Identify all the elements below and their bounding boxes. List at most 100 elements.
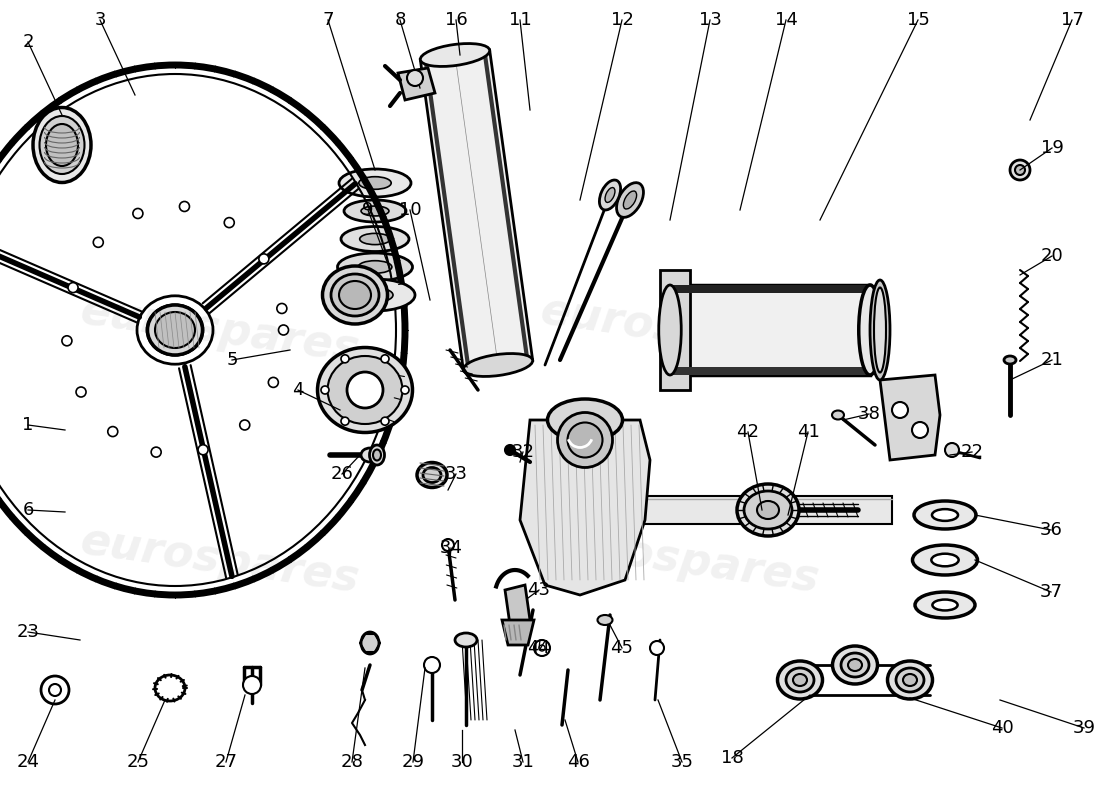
Text: 25: 25 (126, 753, 150, 771)
Circle shape (402, 386, 409, 394)
Ellipse shape (373, 450, 381, 461)
Text: 8: 8 (394, 11, 406, 29)
Circle shape (505, 445, 515, 455)
Circle shape (1015, 165, 1025, 175)
Text: 29: 29 (402, 753, 425, 771)
Text: eurospares: eurospares (538, 519, 823, 601)
Polygon shape (660, 270, 690, 390)
Ellipse shape (420, 43, 490, 66)
Text: 10: 10 (398, 201, 421, 219)
Ellipse shape (155, 675, 185, 701)
Ellipse shape (859, 285, 881, 375)
Text: eurospares: eurospares (78, 289, 362, 371)
Ellipse shape (786, 668, 814, 692)
Ellipse shape (463, 354, 532, 377)
Text: 5: 5 (227, 351, 238, 369)
Ellipse shape (933, 599, 958, 610)
Text: 41: 41 (796, 423, 820, 441)
Ellipse shape (46, 124, 78, 166)
Ellipse shape (870, 280, 890, 380)
Text: 33: 33 (444, 465, 468, 483)
Ellipse shape (361, 206, 389, 216)
Ellipse shape (832, 410, 844, 419)
Polygon shape (420, 50, 532, 370)
Circle shape (321, 386, 329, 394)
Ellipse shape (336, 279, 415, 311)
Text: 7: 7 (322, 11, 333, 29)
Ellipse shape (568, 422, 603, 458)
Circle shape (179, 202, 189, 211)
Text: 31: 31 (512, 753, 535, 771)
Circle shape (62, 336, 72, 346)
Text: 18: 18 (720, 749, 744, 767)
Circle shape (442, 539, 454, 551)
Ellipse shape (155, 312, 195, 348)
Text: 28: 28 (341, 753, 363, 771)
Circle shape (76, 387, 86, 397)
Ellipse shape (842, 653, 869, 677)
Text: 38: 38 (858, 405, 880, 423)
Ellipse shape (914, 501, 976, 529)
Ellipse shape (778, 661, 823, 699)
Circle shape (539, 645, 544, 651)
Ellipse shape (358, 288, 393, 302)
Ellipse shape (447, 53, 506, 367)
Circle shape (346, 372, 383, 408)
Text: 3: 3 (95, 11, 106, 29)
Ellipse shape (896, 668, 924, 692)
Ellipse shape (874, 287, 886, 373)
Polygon shape (670, 285, 870, 293)
Ellipse shape (328, 356, 403, 424)
Text: 15: 15 (906, 11, 930, 29)
Text: 34: 34 (440, 539, 462, 557)
Text: 20: 20 (1041, 247, 1064, 265)
Ellipse shape (659, 285, 681, 375)
Text: 35: 35 (671, 753, 693, 771)
Text: 45: 45 (610, 639, 634, 657)
Circle shape (650, 641, 664, 655)
Ellipse shape (597, 615, 613, 625)
Ellipse shape (359, 261, 392, 274)
Text: 1: 1 (22, 416, 34, 434)
Circle shape (258, 254, 268, 264)
Ellipse shape (370, 445, 385, 465)
Text: 32: 32 (512, 443, 535, 461)
Circle shape (424, 657, 440, 673)
Text: 44: 44 (528, 639, 550, 657)
Ellipse shape (359, 177, 392, 190)
Ellipse shape (147, 305, 202, 355)
Ellipse shape (341, 226, 409, 251)
Circle shape (534, 640, 550, 656)
Circle shape (224, 218, 234, 228)
Ellipse shape (848, 659, 862, 671)
Circle shape (151, 447, 162, 457)
Text: 43: 43 (528, 581, 550, 599)
Polygon shape (880, 375, 940, 460)
Ellipse shape (338, 253, 412, 281)
Circle shape (50, 684, 60, 696)
Polygon shape (398, 68, 434, 100)
Ellipse shape (33, 107, 91, 182)
Ellipse shape (424, 467, 441, 482)
Ellipse shape (888, 661, 933, 699)
Ellipse shape (1004, 356, 1016, 364)
Text: 30: 30 (451, 753, 473, 771)
Text: 39: 39 (1072, 719, 1096, 737)
Text: 21: 21 (1041, 351, 1064, 369)
Ellipse shape (600, 180, 620, 210)
Ellipse shape (361, 632, 379, 654)
Ellipse shape (558, 413, 613, 467)
Text: 16: 16 (444, 11, 468, 29)
Ellipse shape (624, 191, 637, 209)
Ellipse shape (339, 169, 411, 197)
Text: 40: 40 (991, 719, 1013, 737)
Ellipse shape (605, 187, 615, 202)
Circle shape (240, 420, 250, 430)
Text: 22: 22 (960, 443, 983, 461)
Text: 12: 12 (610, 11, 634, 29)
Circle shape (277, 303, 287, 314)
Text: 2: 2 (22, 33, 34, 51)
Polygon shape (670, 367, 870, 375)
Text: 42: 42 (737, 423, 759, 441)
Text: 17: 17 (1060, 11, 1083, 29)
